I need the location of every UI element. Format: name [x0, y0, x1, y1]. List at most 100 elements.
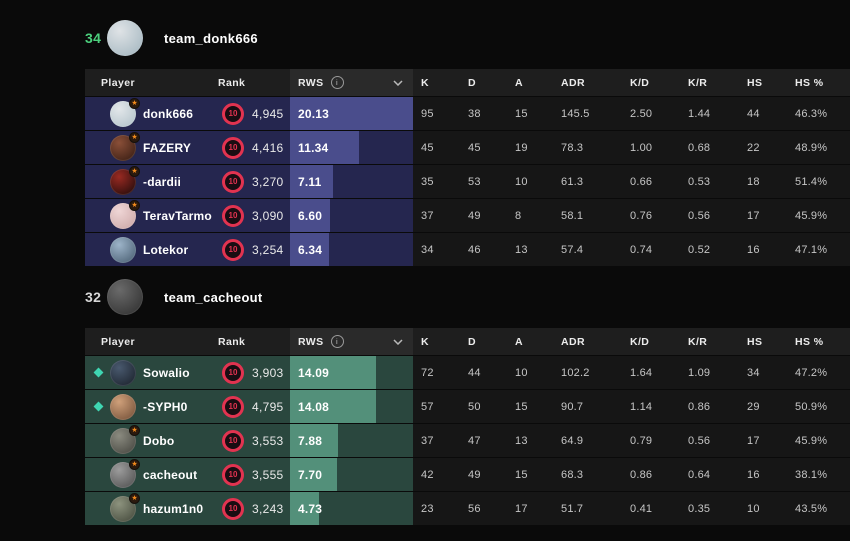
column-header-k[interactable]: K [421, 76, 429, 89]
player-elo: 3,254 [252, 242, 284, 257]
column-header-rank[interactable]: Rank [218, 335, 246, 348]
team-avatar[interactable] [107, 20, 143, 56]
rws-cell: 20.13 [290, 97, 413, 130]
column-header-a[interactable]: A [515, 335, 523, 348]
column-header-rws[interactable]: RWS i [290, 69, 413, 96]
rws-value: 7.88 [298, 433, 323, 448]
player-row[interactable]: -SYPH0 10 4,795 14.08 57 50 15 90.7 1.14 0.86… [85, 390, 850, 423]
player-row[interactable]: ★ hazum1n0 10 3,243 4.73 23 56 17 51.7 0.41 0… [85, 492, 850, 525]
stats-cells: 37 49 8 58.1 0.76 0.56 17 45.9% [413, 199, 850, 232]
info-icon[interactable]: i [330, 335, 344, 348]
column-header-k[interactable]: K [421, 335, 429, 348]
rws-cell: 7.11 [290, 165, 413, 198]
player-avatar[interactable]: ★ [110, 165, 140, 195]
player-name[interactable]: Lotekor [143, 242, 189, 257]
column-header-player[interactable]: Player [101, 335, 135, 348]
column-header-hs[interactable]: HS [747, 335, 763, 348]
player-avatar[interactable]: ★ [110, 199, 140, 229]
player-row[interactable]: ★ FAZERY 10 4,416 11.34 45 45 19 78.3 1.00 0.… [85, 131, 850, 164]
chevron-down-icon[interactable] [393, 338, 403, 345]
stat-k: 72 [421, 366, 434, 379]
team-avatar[interactable] [107, 279, 143, 315]
rws-cell: 7.88 [290, 424, 413, 457]
chevron-down-icon[interactable] [393, 79, 403, 86]
rws-bar [290, 199, 331, 232]
stat-k: 35 [421, 175, 434, 188]
column-header-player[interactable]: Player [101, 76, 135, 89]
player-avatar[interactable]: ★ [110, 492, 140, 522]
column-header-k-r[interactable]: K/R [688, 335, 708, 348]
column-header-d[interactable]: D [468, 76, 476, 89]
player-name[interactable]: cacheout [143, 467, 198, 482]
stat-hs-pct: 48.9% [795, 141, 828, 154]
stat-k-d: 1.14 [630, 400, 653, 413]
stat-adr: 61.3 [561, 175, 584, 188]
player-cell: ★ cacheout 10 3,555 7.70 [85, 458, 413, 491]
column-header-rws[interactable]: RWS i [290, 328, 413, 355]
player-name[interactable]: donk666 [143, 106, 194, 121]
player-name[interactable]: -dardii [143, 174, 182, 189]
player-row[interactable]: ★ Dobo 10 3,553 7.88 37 47 13 64.9 0.79 0.56 1… [85, 424, 850, 457]
player-name[interactable]: hazum1n0 [143, 501, 204, 516]
player-name[interactable]: Dobo [143, 433, 175, 448]
stat-a: 15 [515, 400, 528, 413]
player-row[interactable]: Sowalio 10 3,903 14.09 72 44 10 102.2 1.64 1.… [85, 356, 850, 389]
player-row[interactable]: ★ -dardii 10 3,270 7.11 35 53 10 61.3 0.66 0.… [85, 165, 850, 198]
stat-adr: 90.7 [561, 400, 584, 413]
team-score: 34 [85, 30, 102, 46]
player-cell: ★ donk666 10 4,945 20.13 [85, 97, 413, 130]
stat-hs-pct: 47.1% [795, 243, 828, 256]
diamond-icon [93, 401, 104, 411]
column-header-adr[interactable]: ADR [561, 76, 585, 89]
player-row[interactable]: ★ TeravTarmo 10 3,090 6.60 37 49 8 58.1 0.76… [85, 199, 850, 232]
player-avatar[interactable]: ★ [110, 424, 140, 454]
team-name[interactable]: team_donk666 [164, 30, 258, 46]
stat-d: 46 [468, 243, 481, 256]
rws-bar [290, 390, 376, 423]
player-cell: ★ hazum1n0 10 3,243 4.73 [85, 492, 413, 525]
column-header-hs[interactable]: HS [747, 76, 763, 89]
stat-hs: 22 [747, 141, 760, 154]
stat-adr: 51.7 [561, 502, 584, 515]
player-avatar[interactable]: ★ [110, 458, 140, 488]
table-header-row: Player Rank RWS i K D A ADR K/D K/R HS HS % [85, 328, 850, 355]
stat-a: 15 [515, 107, 528, 120]
column-header-hs-pct[interactable]: HS % [795, 335, 824, 348]
column-header-k-d[interactable]: K/D [630, 335, 650, 348]
rws-value: 14.08 [298, 399, 330, 414]
player-avatar[interactable] [110, 359, 136, 386]
skill-level-icon: 10 [222, 463, 244, 486]
rws-bar [290, 356, 377, 389]
column-header-hs-pct[interactable]: HS % [795, 76, 824, 89]
rws-value: 20.13 [298, 106, 330, 121]
player-name[interactable]: TeravTarmo [143, 208, 212, 223]
rws-value: 7.70 [298, 467, 323, 482]
player-name[interactable]: -SYPH0 [143, 399, 188, 414]
player-name[interactable]: FAZERY [143, 140, 192, 155]
stat-k-r: 0.35 [688, 502, 711, 515]
player-row[interactable]: ★ donk666 10 4,945 20.13 95 38 15 145.5 2.50… [85, 97, 850, 130]
column-header-d[interactable]: D [468, 335, 476, 348]
stat-hs-pct: 45.9% [795, 209, 828, 222]
stat-column-headers: K D A ADR K/D K/R HS HS % [413, 328, 850, 355]
stat-k-d: 0.66 [630, 175, 653, 188]
column-header-rank[interactable]: Rank [218, 76, 246, 89]
skill-level-icon: 10 [222, 361, 244, 384]
column-header-a[interactable]: A [515, 76, 523, 89]
stat-k-r: 0.52 [688, 243, 711, 256]
player-row[interactable]: Lotekor 10 3,254 6.34 34 46 13 57.4 0.74 0.52… [85, 233, 850, 266]
stat-k-r: 0.56 [688, 434, 711, 447]
player-avatar[interactable] [110, 236, 136, 263]
rws-bar [290, 458, 338, 491]
player-name[interactable]: Sowalio [143, 365, 190, 380]
column-header-adr[interactable]: ADR [561, 335, 585, 348]
column-header-k-d[interactable]: K/D [630, 76, 650, 89]
player-avatar[interactable] [110, 393, 136, 420]
player-avatar[interactable]: ★ [110, 97, 140, 127]
info-icon[interactable]: i [330, 76, 344, 89]
team-name[interactable]: team_cacheout [164, 289, 263, 305]
player-avatar[interactable]: ★ [110, 131, 140, 161]
stat-hs: 16 [747, 468, 760, 481]
player-row[interactable]: ★ cacheout 10 3,555 7.70 42 49 15 68.3 0.86 0… [85, 458, 850, 491]
column-header-k-r[interactable]: K/R [688, 76, 708, 89]
